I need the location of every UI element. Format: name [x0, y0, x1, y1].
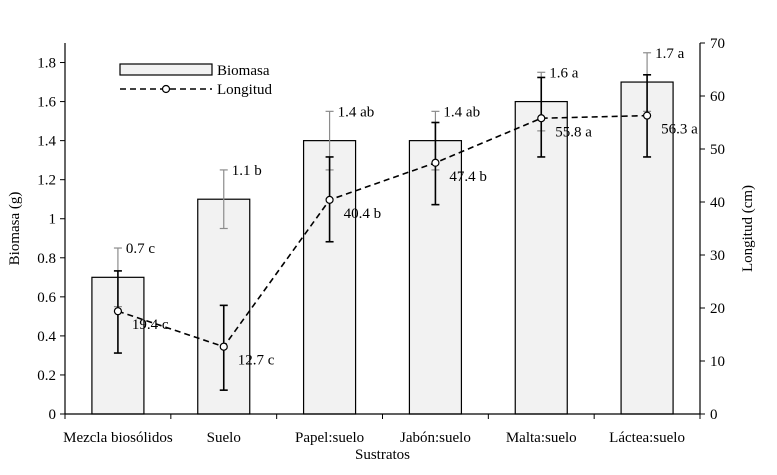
longitud-point-3: [431, 158, 440, 167]
y2-tick-label-7: 70: [710, 36, 725, 52]
y2-tick-label-1: 10: [710, 354, 725, 370]
x-tick-label-4: Malta:suelo: [506, 430, 577, 446]
legend-biomasa-label: Biomasa: [217, 63, 270, 79]
y2-tick-label-4: 40: [710, 195, 725, 211]
y-tick-label-4: 0.8: [37, 251, 56, 267]
line-label-1: 12.7 c: [238, 353, 275, 369]
legend-longitud-marker: [161, 84, 171, 94]
bar-label-3: 1.4 ab: [443, 104, 480, 120]
bar-label-2: 1.4 ab: [338, 104, 375, 120]
axes: 0 0.2 0.4 0.6 0.8 1 1.2 1.4 1.6 1.8 0 10 20 30 40 50 60 7…: [37, 36, 725, 446]
bar-label-1: 1.1 b: [232, 163, 262, 179]
y-tick-label-6: 1.2: [37, 173, 56, 189]
longitud-point-2: [325, 195, 334, 204]
bar-label-5: 1.7 a: [655, 46, 685, 62]
y-tick-label-9: 1.8: [37, 56, 56, 72]
y2-tick-label-3: 30: [710, 248, 725, 264]
x-tick-label-2: Papel:suelo: [295, 430, 364, 446]
line-label-0: 19.4 c: [132, 317, 169, 333]
line-label-2: 40.4 b: [344, 206, 382, 222]
y2-axis-title: Longitud (cm): [740, 185, 756, 272]
longitud-point-0: [113, 307, 123, 316]
line-label-4: 55.8 a: [555, 124, 592, 140]
bar-label-4: 1.6 a: [549, 65, 579, 81]
x-axis-title: Sustratos: [355, 447, 410, 463]
y-tick-label-5: 1: [49, 212, 57, 228]
y-tick-label-8: 1.6: [37, 95, 56, 111]
longitud-point-1: [219, 342, 228, 351]
longitud-line: [117, 114, 648, 348]
y-tick-label-3: 0.6: [37, 290, 56, 306]
longitud-point-4: [537, 114, 546, 123]
x-tick-label-5: Láctea:suelo: [609, 430, 685, 446]
bar-label-0: 0.7 c: [126, 241, 155, 257]
longitud-point-5: [642, 111, 652, 120]
bar-error-1: [219, 169, 228, 230]
x-tick-label-3: Jabón:suelo: [400, 430, 471, 446]
y-axis-title: Biomasa (g): [7, 192, 23, 266]
plot-area: 0.7 c 1.1 b 1.4 ab 1.4 ab 1.6 a 1.7 a 19.4 c 12…: [91, 46, 698, 415]
x-tick-label-0: Mezcla biosólidos: [63, 430, 173, 446]
y-tick-label-7: 1.4: [37, 134, 56, 150]
line-label-3: 47.4 b: [449, 169, 487, 185]
legend: Biomasa Longitud: [119, 63, 272, 98]
y-tick-label-0: 0: [49, 407, 57, 423]
x-tick-label-1: Suelo: [207, 430, 241, 446]
y2-tick-label-2: 20: [710, 301, 725, 317]
y2-tick-label-6: 60: [710, 89, 725, 105]
y2-tick-label-5: 50: [710, 142, 725, 158]
legend-biomasa-swatch: [119, 63, 213, 76]
y-tick-label-1: 0.2: [37, 368, 56, 384]
y2-tick-label-0: 0: [710, 407, 718, 423]
legend-longitud-label: Longitud: [217, 82, 272, 98]
line-label-5: 56.3 a: [661, 122, 698, 138]
y-tick-label-2: 0.4: [37, 329, 56, 345]
